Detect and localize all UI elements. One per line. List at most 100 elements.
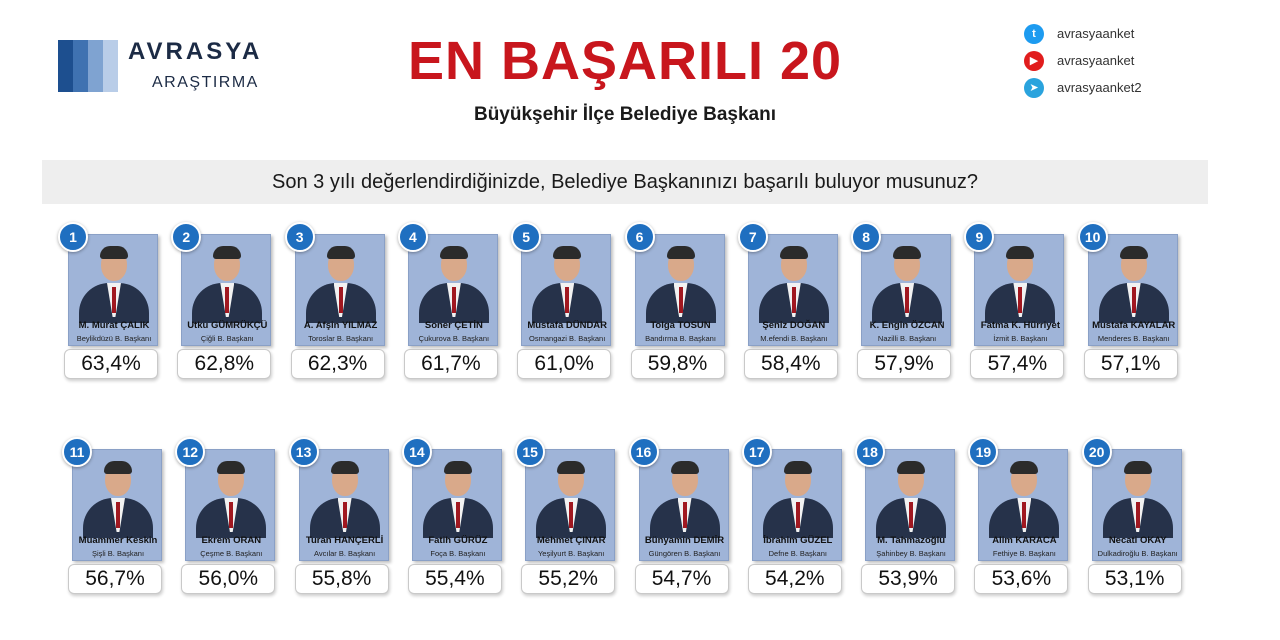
- mayor-card: Bünyamin DEMİR Güngören B. Başkanı 16 54,7%: [628, 437, 729, 597]
- mayor-photo: Fatma K. Hürriyet İzmit B. Başkanı: [974, 234, 1065, 346]
- approval-percent: 53,1%: [1087, 564, 1182, 594]
- person-avatar-icon: [69, 235, 157, 323]
- approval-percent: 62,3%: [290, 349, 385, 379]
- person-avatar-icon: [296, 235, 384, 323]
- person-avatar-icon: [413, 450, 501, 538]
- approval-percent: 53,6%: [974, 564, 1069, 594]
- telegram-icon: ➤: [1024, 77, 1044, 98]
- approval-percent: 63,4%: [64, 349, 158, 379]
- person-avatar-icon: [300, 450, 388, 538]
- person-avatar-icon: [522, 235, 610, 323]
- approval-percent: 56,0%: [181, 564, 276, 594]
- rank-badge: 6: [624, 222, 655, 252]
- person-avatar-icon: [979, 450, 1067, 538]
- logo-bar: [58, 40, 73, 92]
- approval-percent: 54,7%: [634, 564, 729, 594]
- mayor-photo: Necati OKAY Dulkadiroğlu B. Başkanı: [1091, 449, 1182, 561]
- mayor-name: M. Tahmazoğlu: [877, 535, 946, 546]
- mayor-name: Tolga TOSUN: [650, 320, 711, 331]
- page-title: EN BAŞARILI 20: [407, 31, 843, 91]
- mayor-role: Çukurova B. Başkanı: [418, 334, 490, 343]
- person-avatar-icon: [975, 235, 1063, 323]
- mayor-role: Yeşilyurt B. Başkanı: [537, 549, 605, 558]
- mayor-role: Şahinbey B. Başkanı: [876, 549, 946, 558]
- social-links: t avrasyaanket ▶ avrasyaanket ➤ avrasyaa…: [1024, 20, 1244, 101]
- mayor-name: Mustafa KAYALAR: [1092, 320, 1176, 331]
- mayor-card: Mehmet ÇINAR Yeşilyurt B. Başkanı 15 55,2%: [515, 437, 616, 597]
- mayor-name: M. Murat ÇALIK: [78, 320, 150, 331]
- mayor-card: K. Engin ÖZCAN Nazilli B. Başkanı 8 57,9%: [851, 222, 952, 382]
- mayor-photo: Utku GÜMRÜKÇÜ Çiğli B. Başkanı: [181, 234, 272, 346]
- mayor-name: Turan HANÇERLİ: [305, 535, 384, 546]
- mayor-name: Ekrem ORAN: [201, 535, 262, 546]
- approval-percent: 53,9%: [861, 564, 956, 594]
- approval-percent: 61,0%: [517, 349, 612, 379]
- avrasya-logo: AVRASYA ARAŞTIRMA: [58, 38, 288, 98]
- mayor-role: Fethiye B. Başkanı: [992, 549, 1056, 558]
- mayor-name: Mehmet ÇINAR: [536, 535, 606, 546]
- rank-badge: 4: [397, 222, 428, 252]
- mayor-role: Nazilli B. Başkanı: [877, 334, 937, 343]
- mayor-photo: Mustafa KAYALAR Menderes B. Başkanı: [1087, 234, 1178, 346]
- mayor-photo: K. Engin ÖZCAN Nazilli B. Başkanı: [861, 234, 952, 346]
- survey-question: Son 3 yılı değerlendirdiğinizde, Belediy…: [42, 160, 1208, 204]
- person-avatar-icon: [640, 450, 728, 538]
- mayor-name: Fatih GÜRÜZ: [428, 535, 488, 546]
- mayor-role: Avcılar B. Başkanı: [314, 549, 376, 558]
- mayor-card: Mustafa DÜNDAR Osmangazi B. Başkanı 5 61,0%: [511, 222, 612, 382]
- rank-badge: 10: [1077, 222, 1108, 252]
- rank-badge: 2: [171, 222, 202, 252]
- person-avatar-icon: [73, 450, 161, 538]
- logo-name: AVRASYA: [128, 38, 263, 65]
- approval-percent: 55,8%: [294, 564, 389, 594]
- mayor-name: K. Engin ÖZCAN: [869, 320, 945, 331]
- mayor-name: İbrahim GÜZEL: [763, 535, 833, 546]
- social-link-youtube[interactable]: ▶ avrasyaanket: [1024, 47, 1244, 74]
- approval-percent: 59,8%: [630, 349, 725, 379]
- mayor-photo: A. Afşin YILMAZ Toroslar B. Başkanı: [294, 234, 385, 346]
- rank-badge: 1: [58, 222, 88, 252]
- rank-badge: 9: [964, 222, 995, 252]
- mayor-photo: M. Murat ÇALIK Beylikdüzü B. Başkanı: [68, 234, 158, 346]
- youtube-icon: ▶: [1024, 50, 1044, 71]
- approval-percent: 55,4%: [407, 564, 502, 594]
- mayor-role: İzmit B. Başkanı: [993, 334, 1048, 343]
- logo-bar: [73, 40, 88, 92]
- mayor-role: Toroslar B. Başkanı: [308, 334, 374, 343]
- person-avatar-icon: [186, 450, 274, 538]
- mayor-name: Utku GÜMRÜKÇÜ: [187, 320, 268, 331]
- mayor-role: Güngören B. Başkanı: [648, 549, 721, 558]
- mayor-name: Fatma K. Hürriyet: [980, 320, 1060, 331]
- approval-percent: 55,2%: [521, 564, 616, 594]
- person-avatar-icon: [753, 450, 841, 538]
- mayor-photo: Fatih GÜRÜZ Foça B. Başkanı: [411, 449, 502, 561]
- mayor-name: Necati OKAY: [1108, 535, 1167, 546]
- mayor-role: Şişli B. Başkanı: [91, 549, 145, 558]
- mayor-role: Defne B. Başkanı: [768, 549, 827, 558]
- person-avatar-icon: [526, 450, 614, 538]
- mayor-card: Alim KARACA Fethiye B. Başkanı 19 53,6%: [968, 437, 1069, 597]
- person-avatar-icon: [866, 450, 954, 538]
- mayor-photo: Muammer Keskin Şişli B. Başkanı: [72, 449, 162, 561]
- social-link-twitter[interactable]: t avrasyaanket: [1024, 20, 1244, 47]
- mayor-role: Çeşme B. Başkanı: [200, 549, 263, 558]
- person-avatar-icon: [182, 235, 270, 323]
- person-avatar-icon: [749, 235, 837, 323]
- social-link-telegram[interactable]: ➤ avrasyaanket2: [1024, 74, 1244, 101]
- mayor-card: A. Afşin YILMAZ Toroslar B. Başkanı 3 62,3%: [284, 222, 385, 382]
- approval-percent: 58,4%: [743, 349, 838, 379]
- mayor-name: Alim KARACA: [992, 535, 1057, 546]
- twitter-icon: t: [1024, 23, 1044, 44]
- mayor-name: Soner ÇETİN: [424, 320, 483, 331]
- mayor-photo: Soner ÇETİN Çukurova B. Başkanı: [407, 234, 498, 346]
- rank-badge: 8: [851, 222, 882, 252]
- mayor-photo: M. Tahmazoğlu Şahinbey B. Başkanı: [865, 449, 956, 561]
- mayor-card: Mustafa KAYALAR Menderes B. Başkanı 10 57,1…: [1077, 222, 1178, 382]
- logo-bars-icon: [58, 40, 118, 92]
- rank-badge: 15: [515, 437, 546, 467]
- rank-badge: 18: [855, 437, 886, 467]
- mayor-card: Ekrem ORAN Çeşme B. Başkanı 12 56,0%: [175, 437, 276, 597]
- mayor-photo: Bünyamin DEMİR Güngören B. Başkanı: [638, 449, 729, 561]
- mayor-photo: Alim KARACA Fethiye B. Başkanı: [978, 449, 1069, 561]
